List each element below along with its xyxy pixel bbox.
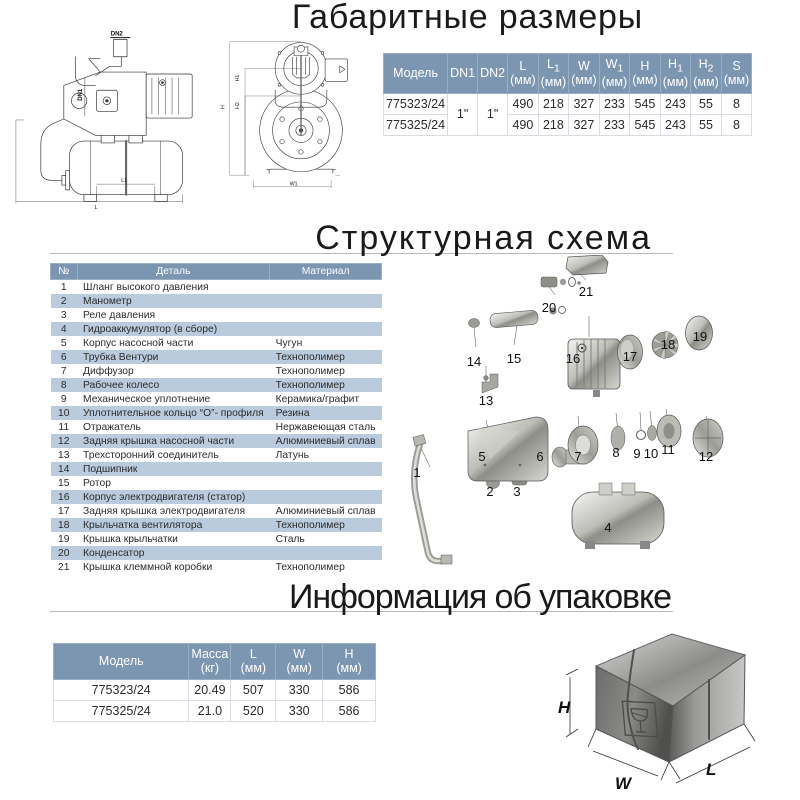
svg-text:6: 6 xyxy=(536,449,543,464)
svg-text:19: 19 xyxy=(693,329,707,344)
svg-text:13: 13 xyxy=(479,393,493,408)
svg-text:W1: W1 xyxy=(290,182,298,188)
svg-text:2: 2 xyxy=(486,484,493,499)
svg-text:17: 17 xyxy=(623,349,637,364)
svg-text:9: 9 xyxy=(633,446,640,461)
svg-text:1: 1 xyxy=(413,465,420,480)
svg-text:12: 12 xyxy=(699,449,713,464)
svg-text:11: 11 xyxy=(661,442,675,457)
svg-text:H: H xyxy=(220,105,226,109)
svg-text:DN1: DN1 xyxy=(78,88,84,101)
svg-text:18: 18 xyxy=(661,337,675,352)
svg-text:DN2: DN2 xyxy=(111,32,124,38)
svg-text:20: 20 xyxy=(542,300,556,315)
svg-text:L: L xyxy=(706,760,716,779)
svg-text:16: 16 xyxy=(566,351,580,366)
svg-text:7: 7 xyxy=(574,449,581,464)
svg-text:4: 4 xyxy=(604,520,611,535)
svg-text:W: W xyxy=(615,774,633,789)
svg-text:H1: H1 xyxy=(235,75,241,82)
svg-text:5: 5 xyxy=(478,449,485,464)
svg-text:8: 8 xyxy=(612,445,619,460)
svg-text:15: 15 xyxy=(507,351,521,366)
svg-text:L: L xyxy=(94,205,97,210)
svg-text:L1: L1 xyxy=(121,178,127,184)
svg-text:H2: H2 xyxy=(235,102,241,109)
svg-text:3: 3 xyxy=(513,484,520,499)
svg-text:10: 10 xyxy=(644,446,658,461)
svg-text:21: 21 xyxy=(579,284,593,299)
svg-text:14: 14 xyxy=(467,354,481,369)
svg-text:H: H xyxy=(558,698,571,717)
